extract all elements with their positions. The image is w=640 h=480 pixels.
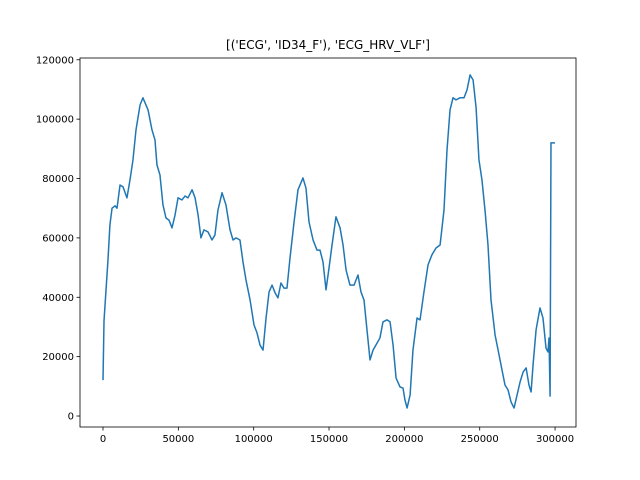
x-tick-label: 150000 xyxy=(310,434,348,445)
y-tick-label: 120000 xyxy=(36,55,74,66)
y-tick-label: 100000 xyxy=(36,115,74,126)
x-tick-label: 250000 xyxy=(461,434,499,445)
y-tick-label: 40000 xyxy=(42,293,74,304)
chart-title: [('ECG', 'ID34_F'), 'ECG_HRV_VLF'] xyxy=(226,38,430,52)
x-tick-label: 300000 xyxy=(536,434,574,445)
data-line xyxy=(102,74,556,409)
y-tick-label: 60000 xyxy=(42,233,74,244)
y-tick-label: 0 xyxy=(68,412,74,423)
x-tick-label: 100000 xyxy=(235,434,273,445)
y-tick-label: 20000 xyxy=(42,352,74,363)
y-tick-label: 80000 xyxy=(42,174,74,185)
x-tick-label: 0 xyxy=(100,434,106,445)
x-tick-label: 50000 xyxy=(162,434,194,445)
plot-frame xyxy=(79,57,577,428)
x-tick-label: 200000 xyxy=(385,434,423,445)
